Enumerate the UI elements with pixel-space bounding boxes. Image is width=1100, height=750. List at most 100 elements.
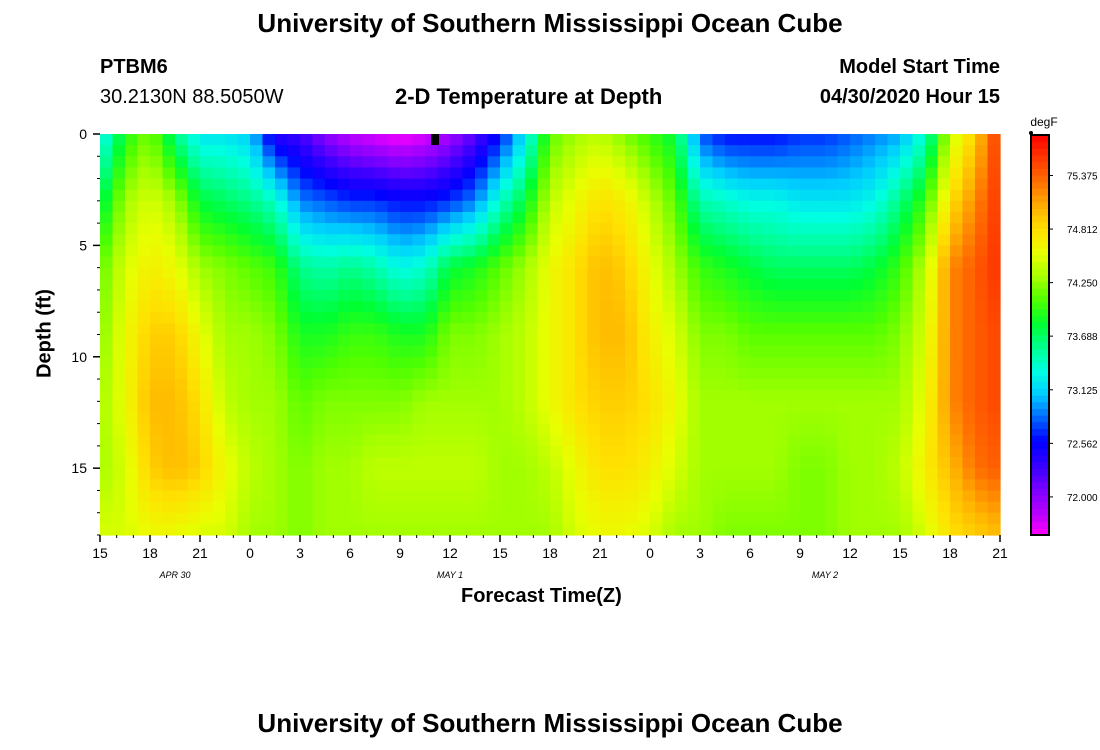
heatmap-cell: [475, 312, 489, 324]
heatmap-cell: [937, 412, 951, 425]
heatmap-cell: [675, 211, 689, 224]
heatmap-cell: [750, 457, 764, 469]
heatmap-cell: [175, 301, 189, 313]
heatmap-cell: [987, 200, 1001, 213]
heatmap-cell: [187, 501, 201, 514]
heatmap-cell: [637, 301, 651, 313]
heatmap-cell: [450, 145, 464, 157]
heatmap-cell: [562, 256, 576, 269]
heatmap-cell: [687, 200, 701, 213]
heatmap-cell: [775, 134, 789, 146]
heatmap-cell: [262, 445, 276, 458]
heatmap-cell: [187, 457, 201, 469]
heatmap-cell: [575, 189, 589, 202]
heatmap-cell: [187, 167, 201, 180]
heatmap-cell: [887, 523, 901, 536]
heatmap-cell: [425, 334, 439, 347]
heatmap-cell: [800, 167, 814, 180]
heatmap-cell: [587, 401, 601, 414]
heatmap-cell: [700, 167, 714, 180]
heatmap-cell: [337, 156, 351, 169]
heatmap-cell: [687, 278, 701, 291]
heatmap-cell: [450, 134, 464, 146]
heatmap-cell: [450, 412, 464, 425]
heatmap-cell: [737, 167, 751, 180]
heatmap-cell: [450, 223, 464, 235]
colorbar-swatch: [1031, 135, 1049, 143]
heatmap-cell: [350, 423, 364, 436]
heatmap-cell: [762, 412, 776, 425]
heatmap-cell: [362, 312, 376, 324]
heatmap-cell: [812, 379, 826, 391]
heatmap-cell: [300, 134, 314, 146]
heatmap-cell: [625, 512, 639, 525]
heatmap-cell: [437, 523, 451, 536]
heatmap-cell: [287, 289, 301, 302]
heatmap-cell: [437, 334, 451, 347]
colorbar-swatch: [1031, 515, 1049, 523]
heatmap-cell: [187, 245, 201, 258]
heatmap-cell: [437, 423, 451, 436]
heatmap-cell: [162, 457, 176, 469]
heatmap-cell: [387, 156, 401, 169]
heatmap-cell: [937, 457, 951, 469]
heatmap-cell: [112, 278, 126, 291]
heatmap-cell: [675, 167, 689, 180]
heatmap-cell: [387, 145, 401, 157]
heatmap-cell: [300, 145, 314, 157]
heatmap-cell: [200, 367, 214, 380]
heatmap-cell: [962, 289, 976, 302]
heatmap-cell: [837, 301, 851, 313]
heatmap-cell: [500, 278, 514, 291]
heatmap-cell: [550, 211, 564, 224]
heatmap-cell: [212, 479, 226, 492]
heatmap-cell: [912, 267, 926, 280]
heatmap-cell: [150, 479, 164, 492]
heatmap-cell: [575, 156, 589, 169]
heatmap-cell: [837, 445, 851, 458]
heatmap-cell: [912, 189, 926, 202]
x-tick-label: 0: [646, 545, 654, 561]
heatmap-cell: [975, 301, 989, 313]
heatmap-cell: [925, 156, 939, 169]
heatmap-cell: [575, 367, 589, 380]
heatmap-cell: [175, 479, 189, 492]
heatmap-cell: [775, 223, 789, 235]
heatmap-cell: [900, 390, 914, 402]
heatmap-cell: [650, 334, 664, 347]
heatmap-cell: [987, 490, 1001, 503]
heatmap-cell: [850, 367, 864, 380]
heatmap-cell: [100, 401, 114, 414]
heatmap-cell: [800, 401, 814, 414]
heatmap-cell: [162, 134, 176, 146]
heatmap-cell: [750, 245, 764, 258]
heatmap-cell: [862, 301, 876, 313]
heatmap-cell: [962, 245, 976, 258]
heatmap-cell: [375, 334, 389, 347]
heatmap-cell: [400, 334, 414, 347]
heatmap-cell: [612, 356, 626, 369]
heatmap-cell: [462, 267, 476, 280]
heatmap-cell: [162, 312, 176, 324]
heatmap-cell: [400, 523, 414, 536]
colorbar-tick-label: 73.688: [1067, 332, 1098, 343]
heatmap-cell: [287, 267, 301, 280]
colorbar-swatch: [1031, 228, 1049, 236]
heatmap-cell: [650, 278, 664, 291]
heatmap-cell: [487, 223, 501, 235]
heatmap-cell: [637, 512, 651, 525]
x-tick-label: 21: [192, 545, 208, 561]
heatmap-cell: [787, 367, 801, 380]
heatmap-cell: [175, 512, 189, 525]
heatmap-cell: [312, 223, 326, 235]
heatmap-cell: [312, 189, 326, 202]
heatmap-cell: [300, 445, 314, 458]
heatmap-cell: [150, 211, 164, 224]
heatmap-cell: [512, 189, 526, 202]
heatmap-cell: [337, 234, 351, 246]
heatmap-cell: [775, 401, 789, 414]
heatmap-cell: [612, 345, 626, 358]
heatmap-cell: [950, 267, 964, 280]
y-tick-label: 5: [79, 237, 87, 253]
heatmap-cell: [925, 334, 939, 347]
